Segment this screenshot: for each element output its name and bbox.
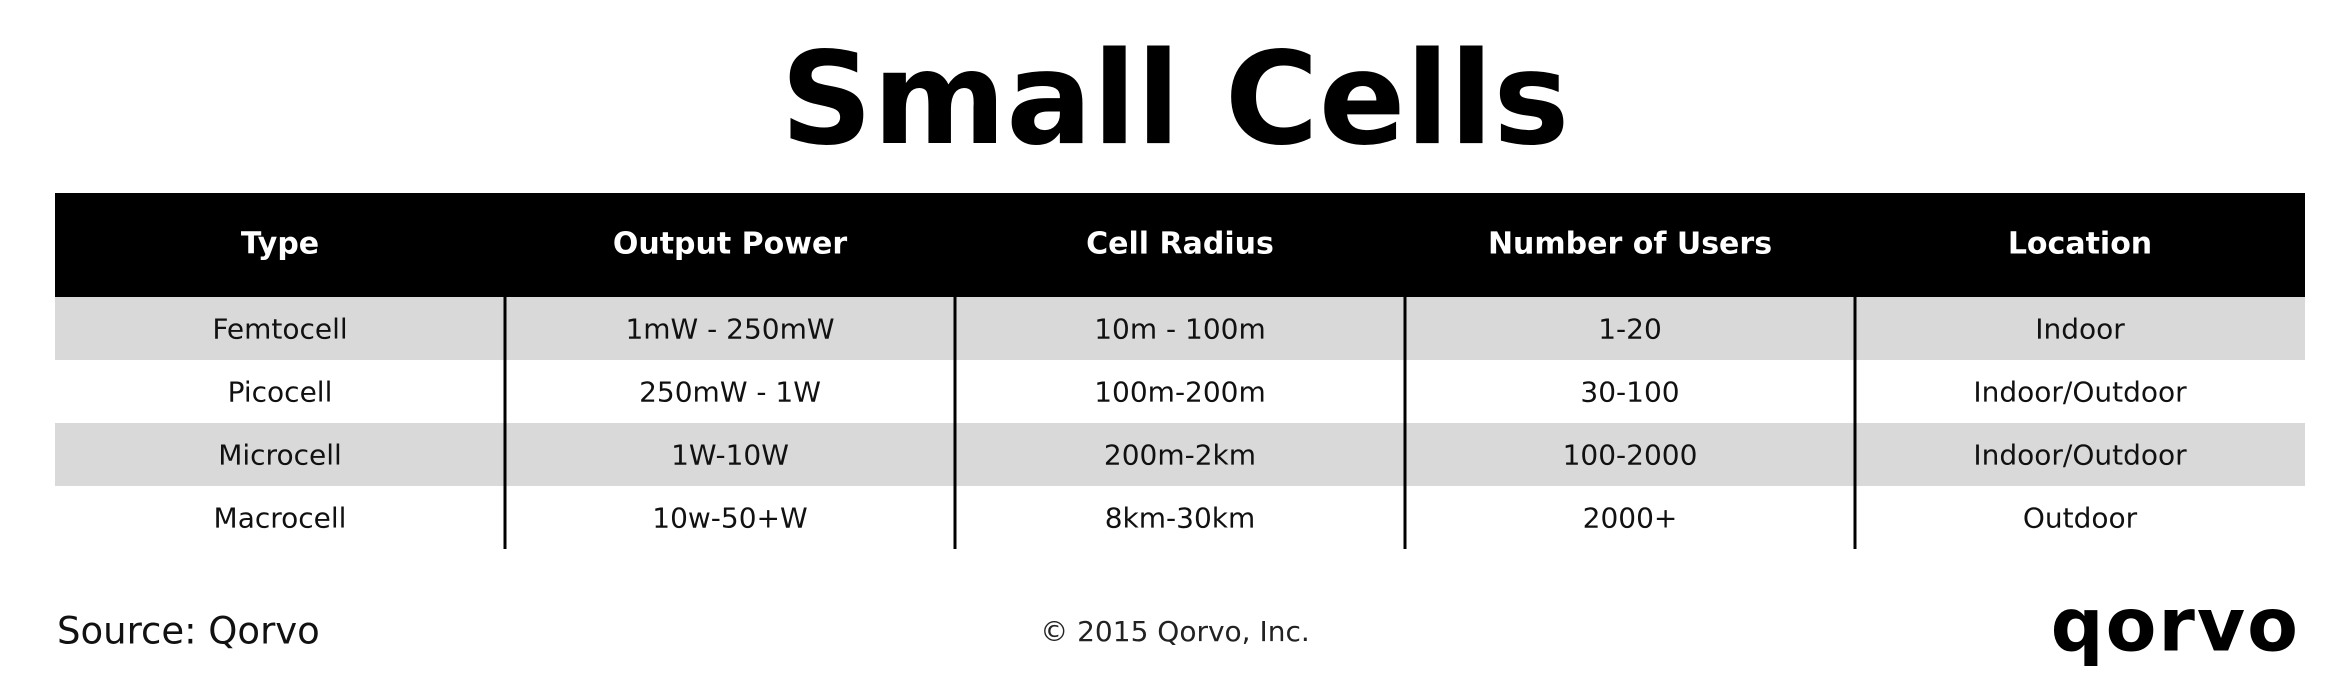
cell: 1W-10W <box>671 439 789 472</box>
cell: 2000+ <box>1583 502 1678 535</box>
cell: 250mW - 1W <box>639 376 821 409</box>
column-header: Cell Radius <box>1086 227 1274 262</box>
cell: Indoor/Outdoor <box>1973 439 2187 472</box>
title: Small Cells <box>781 25 1570 174</box>
source: Source: Qorvo <box>57 610 320 653</box>
column-header: Number of Users <box>1488 227 1772 262</box>
cell: Microcell <box>218 439 342 472</box>
cell: Macrocell <box>214 502 347 535</box>
table-header-bg <box>55 193 2305 297</box>
row-bg <box>55 297 2305 360</box>
logo: qorvo <box>2051 583 2300 669</box>
cell: 10w-50+W <box>652 502 807 535</box>
cell: 10m - 100m <box>1094 313 1266 346</box>
cell: 200m-2km <box>1104 439 1256 472</box>
cell: 100-2000 <box>1563 439 1698 472</box>
cell: Picocell <box>228 376 333 409</box>
cell: Indoor <box>2035 313 2125 346</box>
cell: Indoor/Outdoor <box>1973 376 2187 409</box>
cell: 100m-200m <box>1094 376 1266 409</box>
column-header: Output Power <box>613 227 847 262</box>
cell: 8km-30km <box>1105 502 1256 535</box>
cell: Outdoor <box>2023 502 2138 535</box>
cell: 1-20 <box>1598 313 1662 346</box>
copyright: © 2015 Qorvo, Inc. <box>1040 615 1310 648</box>
cell: 1mW - 250mW <box>625 313 834 346</box>
row-bg <box>55 423 2305 486</box>
cell: 30-100 <box>1580 376 1679 409</box>
column-header: Location <box>2008 227 2152 262</box>
cell: Femtocell <box>212 313 347 346</box>
column-header: Type <box>241 227 319 262</box>
